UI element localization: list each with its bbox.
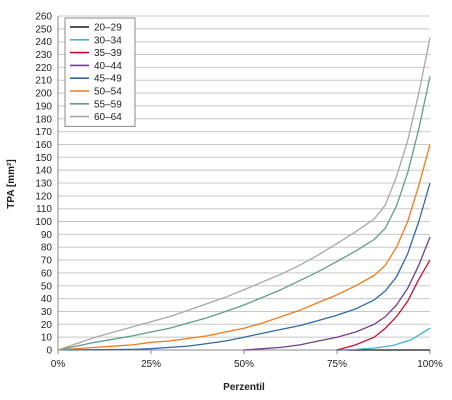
y-tick-label: 170 [35,127,52,138]
x-tick-label: 50% [234,359,254,370]
legend-label: 50–54 [94,87,122,98]
legend-label: 20–29 [94,23,122,34]
y-tick-label: 260 [35,12,52,23]
y-tick-label: 50 [41,281,53,292]
legend-label: 35–39 [94,48,122,59]
x-tick-label: 75% [327,359,347,370]
series-lines [57,37,431,351]
y-tick-label: 90 [41,230,53,241]
y-tick-label: 0 [46,346,52,357]
y-tick-label: 180 [35,114,52,125]
x-axis-title: Perzentil [223,382,265,393]
legend-box [64,17,136,127]
y-tick-label: 150 [35,153,52,164]
y-tick-label: 140 [35,166,52,177]
x-tick-label: 25% [141,359,161,370]
y-tick-label: 240 [35,37,52,48]
legend-label: 40–44 [94,61,122,72]
y-tick-label: 100 [35,217,52,228]
y-tick-label: 210 [35,76,52,87]
y-axis-title: TPA [mm²] [6,159,17,208]
y-tick-label: 120 [35,191,52,202]
legend-label: 60–64 [94,112,122,123]
y-tick-label: 70 [41,256,53,267]
y-tick-label: 110 [36,204,52,215]
y-tick-label: 80 [41,243,53,254]
series-line-2 [336,259,431,351]
y-tick-label: 30 [41,307,53,318]
y-tick-label: 10 [41,333,53,344]
series-line-1 [336,327,431,351]
y-tick-label: 220 [35,63,52,74]
series-line-6 [57,76,431,351]
y-tick-label: 250 [35,24,52,35]
y-tick-label: 40 [41,294,53,305]
legend-label: 30–34 [94,35,122,46]
x-tick-label: 0% [51,359,66,370]
legend-label: 55–59 [94,99,122,110]
y-tick-label: 20 [41,320,53,331]
series-line-5 [57,144,431,351]
gridlines [58,15,430,351]
y-tick-label: 60 [41,268,53,279]
y-tick-label: 160 [35,140,52,151]
series-line-3 [243,236,431,351]
series-line-7 [57,37,431,351]
y-tick-label: 200 [35,89,52,100]
legend-label: 45–49 [94,74,122,85]
y-tick-label: 190 [35,101,52,112]
x-tick-labels: 0% 25% 50% 75% 100% [51,359,443,370]
x-tick-label: 100% [417,359,443,370]
series-line-4 [57,182,431,351]
y-tick-label: 230 [35,50,52,61]
y-tick-label: 130 [35,179,52,190]
